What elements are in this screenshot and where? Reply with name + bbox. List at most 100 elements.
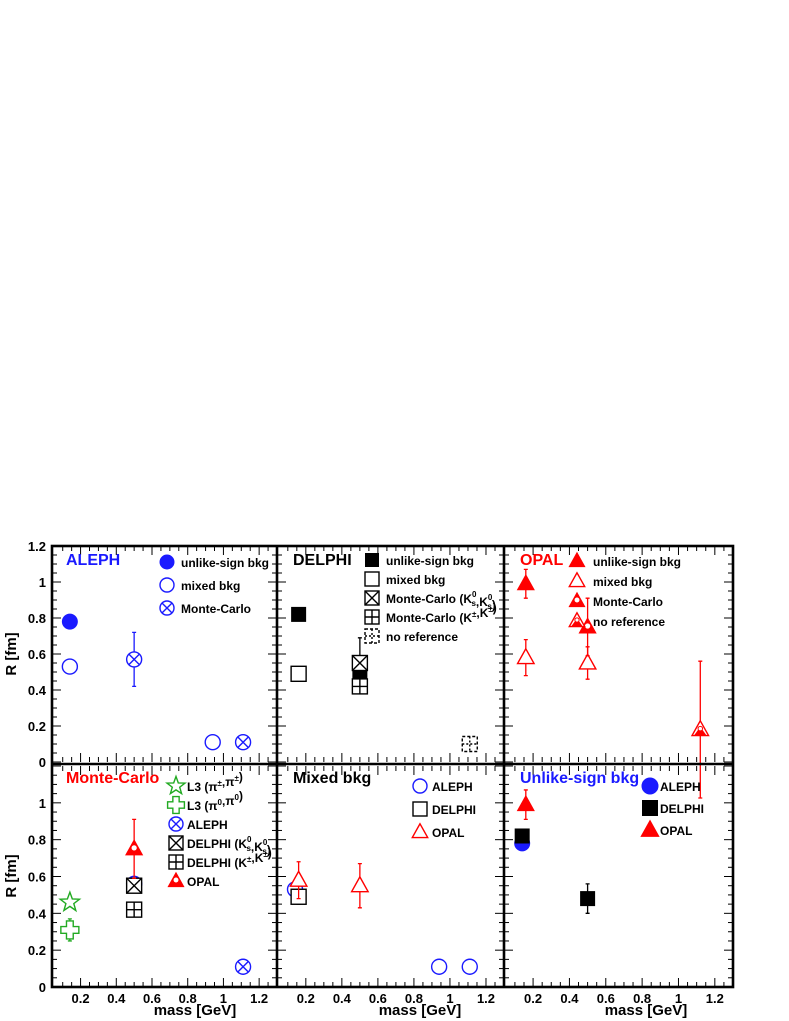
y-tick-label: 0.8 [28,833,46,848]
data-points [58,818,252,975]
legend-label: Monte-Carlo (K0 s,K0 s) [386,590,496,612]
panel-delphi: DELPHI unlike-sign bkg mixed bkg Monte-Carl… [277,545,504,763]
legend-label: unlike-sign bkg [386,554,474,568]
x-axis-title: mass [GeV] [154,1002,237,1019]
legend-marker [159,600,175,616]
data-point [430,958,448,975]
data-point [125,651,143,668]
legend-label: ALEPH [187,818,228,832]
panel-title: Unlike-sign bkg [520,770,639,787]
x-tick-label: 0.6 [369,991,387,1006]
legend-label: DELPHI (K±,K±) [187,846,272,870]
y-tick-label: 0.8 [28,611,46,626]
x-tick-label: 0.8 [179,991,197,1006]
data-point [461,735,478,753]
panel-monte-carlo: 0 0.2 0.4 0.6 0.8 1 0.2 0.4 0.6 0.8 1 1.2 Monte-Carl… [28,765,277,1006]
panel-frames [50,544,735,989]
x-tick-label: 0.6 [597,991,615,1006]
legend-label: Monte-Carlo [593,595,663,609]
y-tick-label: 0.4 [28,906,47,921]
legend-marker [568,591,586,608]
legend-marker [165,774,187,796]
y-axis-title: R [fm] [3,632,20,675]
y-tick-label: 0.2 [28,719,46,734]
legend: unlike-sign bkg mixed bkg Monte-Carlo [159,554,269,616]
legend-marker [412,801,428,817]
panel-aleph: 0 0.2 0.4 0.6 0.8 1 1.2 ALEPH unlike-sign bkg mix… [28,539,277,770]
y-tick-label: 0.4 [28,683,47,698]
legend-marker [412,778,428,794]
legend-marker [411,822,429,839]
x-tick-label: 0.6 [143,991,161,1006]
y-tick-label: 0.6 [28,870,46,885]
panel-title: Mixed bkg [293,770,371,787]
data-point [61,613,78,630]
legend-marker [168,835,184,851]
legend-label: DELPHI (K0 s,K0 s) [187,835,271,857]
panel-title: DELPHI [293,552,352,569]
data-points [290,606,478,753]
legend-marker [568,551,586,568]
legend-marker [159,554,175,570]
legend-label: ALEPH [432,780,473,794]
data-point [351,678,369,695]
y-tick-label: 1 [39,796,46,811]
panel-title: ALEPH [66,552,120,569]
data-point [234,958,252,975]
legend-marker [364,609,380,625]
data-point [234,734,252,751]
y-tick-label: 0.6 [28,647,46,662]
data-point [125,877,143,894]
x-tick-label: 0.8 [633,991,651,1006]
legend-label: OPAL [187,875,219,889]
panel-title: OPAL [520,552,563,569]
legend-label: DELPHI [660,802,704,816]
y-tick-label: 1 [39,575,46,590]
x-tick-label: 0.4 [107,991,126,1006]
data-point [289,869,309,887]
legend-label: OPAL [660,824,692,838]
legend-marker [568,571,586,588]
x-tick-label: 0.4 [560,991,579,1006]
x-tick-label: 0.2 [297,991,315,1006]
x-tick-label: 1.2 [477,991,495,1006]
legend: L3 (π±,π±)L3 (π0,π0) ALEPH DELPHI (K0 s,K0 s… [165,770,272,889]
legend-label: unlike-sign bkg [593,555,681,569]
data-point [125,901,143,918]
data-point [578,652,598,670]
legend-label: Monte-Carlo [181,602,251,616]
x-tick-label: 1.2 [706,991,724,1006]
data-point [125,839,144,856]
x-tick-label: 0.2 [524,991,542,1006]
legend: unlike-sign bkg mixed bkg Monte-Carlo no re… [568,551,681,629]
data-point [290,665,307,682]
data-points [514,789,596,914]
legend-label: no reference [593,615,665,629]
x-tick-label: 1.2 [250,991,268,1006]
data-point [351,654,369,672]
y-axis-title: R [fm] [3,854,20,897]
data-point [580,891,596,907]
legend-label: ALEPH [660,780,701,794]
data-point [516,573,535,591]
data-point [461,958,478,975]
panel-mixed-bkg: 0.2 0.4 0.6 0.8 1 1.2 Mixed bkg ALEPH DELPHI OPAL [277,765,504,1006]
data-point [291,606,307,622]
data-point [516,647,536,665]
legend-label: unlike-sign bkg [181,556,269,570]
legend-label: mixed bkg [593,575,652,589]
legend-label: mixed bkg [181,579,240,593]
x-tick-label: 0.2 [72,991,90,1006]
x-tick-label: 1 [446,991,453,1006]
legend-marker [167,871,185,888]
data-point [61,658,79,675]
panel-opal: OPAL unlike-sign bkg mixed bkg Monte-Carlo n… [504,545,733,799]
legend-marker [159,577,175,593]
legend-label: L3 (π0,π0) [187,789,243,813]
axis-ticks [52,765,277,988]
legend-marker [364,590,380,606]
legend-marker [641,777,659,795]
legend: ALEPH DELPHI OPAL [411,778,476,840]
x-tick-label: 1 [220,991,227,1006]
